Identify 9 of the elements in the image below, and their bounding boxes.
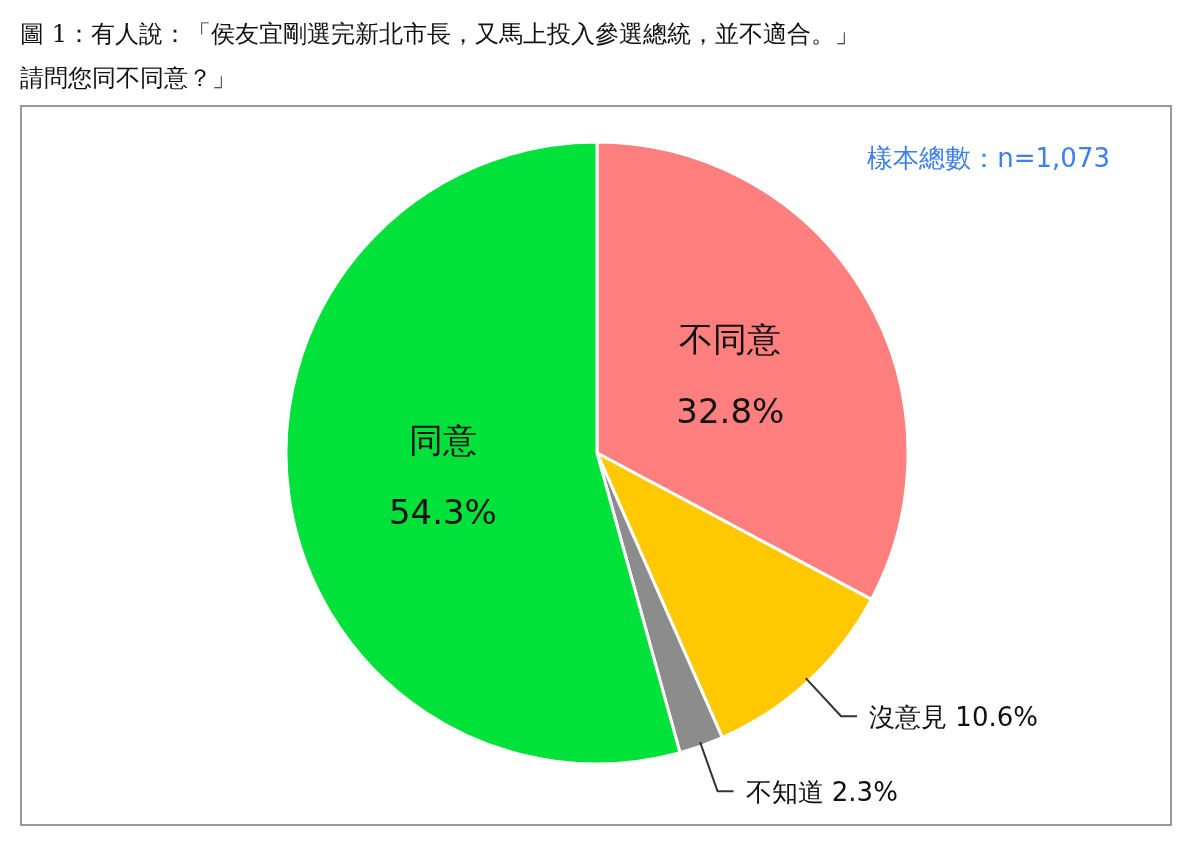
slice-label: 不知道 2.3%: [745, 777, 898, 808]
chart-subtitle: 請問您同不同意？」: [20, 64, 236, 92]
chart-title: 圖 1：有人說：「侯友宜剛選完新北市長，又馬上投入參選總統，並不適合。」: [20, 20, 859, 48]
text: 樣本總數：n=1,073: [867, 143, 1110, 173]
data-label: 54.3%: [388, 491, 497, 532]
slice-label: 沒意見 10.6%: [869, 702, 1038, 733]
data-label: 32.8%: [676, 391, 785, 431]
slice-label: 同意: [408, 419, 477, 460]
slice-label: 不同意: [679, 319, 782, 359]
